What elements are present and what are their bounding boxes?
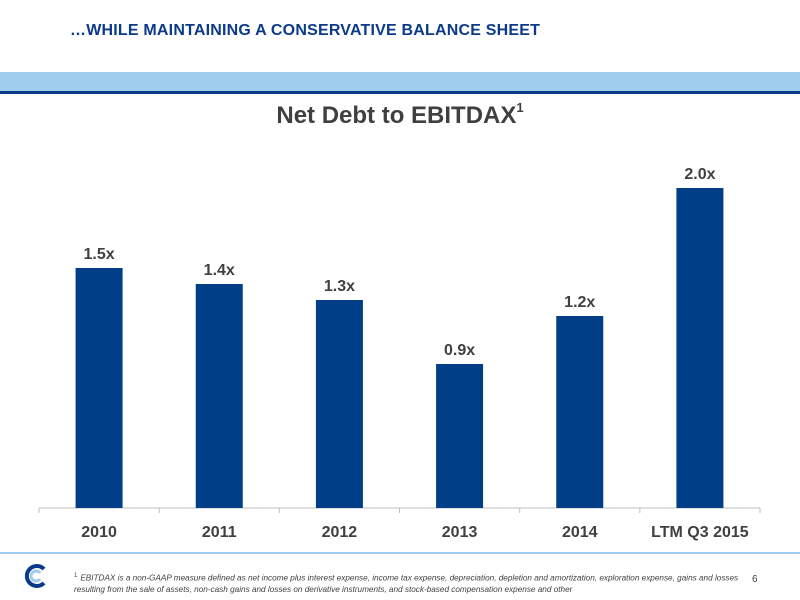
x-tick-label: 2012 [322,524,358,541]
data-label: 0.9x [444,342,475,359]
data-label: 1.2x [564,294,595,311]
footnote: 1 EBITDAX is a non-GAAP measure defined a… [74,571,744,595]
bar-2011 [195,284,243,508]
data-label: 1.5x [84,246,115,263]
chart-title-text: Net Debt to EBITDAX [276,102,517,129]
bar-ltm-q3-2015 [676,188,724,508]
page-headline: …WHILE MAINTAINING A CONSERVATIVE BALANC… [70,22,541,39]
bar-2012 [315,300,363,508]
bar-2010 [75,268,123,508]
chart-title: Net Debt to EBITDAX1 [0,100,800,130]
bar-2014 [556,316,604,508]
bar-2013 [436,364,484,508]
footnote-text: EBITDAX is a non-GAAP measure defined as… [74,573,739,594]
x-tick-label: 2011 [202,524,237,541]
footer-divider [0,552,800,554]
data-label: 2.0x [684,166,715,183]
company-logo-icon [24,564,46,588]
x-tick-label: LTM Q3 2015 [651,524,749,541]
footnote-marker: 1 [74,573,78,579]
data-label: 1.3x [324,278,355,295]
x-tick-label: 2010 [81,524,117,541]
chart-title-footnote-marker: 1 [516,100,524,115]
page-number: 6 [752,574,758,585]
x-tick-label: 2013 [442,524,478,541]
header-accent-line [0,91,800,94]
bar-chart: 1.5x 2010 1.4x 2011 1.3x 2012 0.9x 2013 1.2x 2014… [38,166,761,541]
data-label: 1.4x [204,262,235,279]
header-accent-band [0,72,800,91]
x-tick-label: 2014 [562,524,598,541]
